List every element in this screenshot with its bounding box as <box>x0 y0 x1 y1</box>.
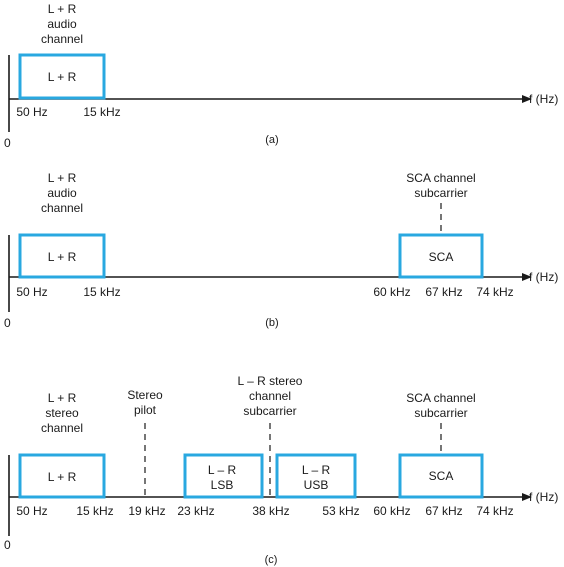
tick-label: 23 kHz <box>177 504 214 518</box>
tick-label: 74 kHz <box>476 285 513 299</box>
origin-label: 0 <box>4 136 11 150</box>
panel-c: f (Hz) 0 L + R stereo channel L + R Ster… <box>4 374 558 566</box>
tick-label: 50 Hz <box>16 285 47 299</box>
svg-text:pilot: pilot <box>134 403 157 417</box>
svg-text:subcarrier: subcarrier <box>414 186 467 200</box>
band-sca-heading: SCA channel subcarrier <box>406 391 475 420</box>
axis-label: f (Hz) <box>529 270 558 284</box>
svg-text:L + R: L + R <box>48 2 77 16</box>
svg-text:L – R stereo: L – R stereo <box>238 374 303 388</box>
tick-label: 74 kHz <box>476 504 513 518</box>
sca-label-backdrop <box>422 467 462 485</box>
band-label: L + R <box>48 70 77 84</box>
tick-label: 50 Hz <box>16 105 47 119</box>
tick-label: 67 kHz <box>425 285 462 299</box>
tick-label: 19 kHz <box>128 504 165 518</box>
band-lplusr-heading: L + R audio channel <box>41 171 83 215</box>
svg-text:L + R: L + R <box>48 391 77 405</box>
band-lplusr <box>18 453 106 499</box>
axis-arrowhead <box>522 493 532 501</box>
tick-label: 67 kHz <box>425 504 462 518</box>
axis-arrowhead <box>522 95 532 103</box>
tick-label: 53 kHz <box>322 504 359 518</box>
band-label: USB <box>304 478 329 492</box>
band-lplusr <box>18 53 106 100</box>
band-label: SCA <box>429 469 454 483</box>
band-lplusr <box>18 233 106 279</box>
band-label: L + R <box>48 470 77 484</box>
band-label: LSB <box>211 478 234 492</box>
band-label: SCA <box>429 250 454 264</box>
panel-caption: (b) <box>265 317 278 329</box>
svg-text:channel: channel <box>41 32 83 46</box>
svg-text:audio: audio <box>47 17 77 31</box>
svg-text:channel: channel <box>41 201 83 215</box>
band-lminusr-usb <box>275 453 357 499</box>
svg-text:subcarrier: subcarrier <box>243 404 296 418</box>
svg-text:L + R: L + R <box>48 171 77 185</box>
sca-label-backdrop <box>422 248 462 266</box>
tick-label: 50 Hz <box>16 504 47 518</box>
band-label: L + R <box>48 250 77 264</box>
band-label: L – R <box>302 463 331 477</box>
tick-label: 15 kHz <box>83 285 120 299</box>
band-lminusr-lsb <box>183 453 264 499</box>
tick-label: 38 kHz <box>252 504 289 518</box>
lminusr-subcarrier-heading: L – R stereo channel subcarrier <box>238 374 303 418</box>
panel-a: f (Hz) 0 L + R audio channel L + R 50 Hz… <box>4 2 558 150</box>
tick-label: 15 kHz <box>76 504 113 518</box>
band-lplusr-heading: L + R audio channel <box>41 2 83 46</box>
svg-text:subcarrier: subcarrier <box>414 406 467 420</box>
tick-label: 15 kHz <box>83 105 120 119</box>
stereo-pilot-heading: Stereo pilot <box>127 388 163 417</box>
panel-caption: (c) <box>265 554 278 566</box>
svg-text:audio: audio <box>47 186 77 200</box>
svg-text:SCA channel: SCA channel <box>406 391 475 405</box>
origin-label: 0 <box>4 316 11 330</box>
tick-label: 60 kHz <box>373 285 410 299</box>
svg-text:Stereo: Stereo <box>127 388 163 402</box>
panel-b: f (Hz) 0 L + R audio channel L + R SCA c… <box>4 171 558 330</box>
svg-text:channel: channel <box>249 389 291 403</box>
band-sca-heading: SCA channel subcarrier <box>406 171 475 200</box>
svg-text:stereo: stereo <box>45 406 79 420</box>
axis-arrowhead <box>522 273 532 281</box>
svg-text:SCA channel: SCA channel <box>406 171 475 185</box>
axis-label: f (Hz) <box>529 490 558 504</box>
axis-label: f (Hz) <box>529 92 558 106</box>
svg-text:channel: channel <box>41 421 83 435</box>
origin-label: 0 <box>4 538 11 552</box>
panel-caption: (a) <box>265 134 278 146</box>
band-lplusr-heading: L + R stereo channel <box>41 391 83 435</box>
tick-label: 60 kHz <box>373 504 410 518</box>
band-label: L – R <box>208 463 237 477</box>
